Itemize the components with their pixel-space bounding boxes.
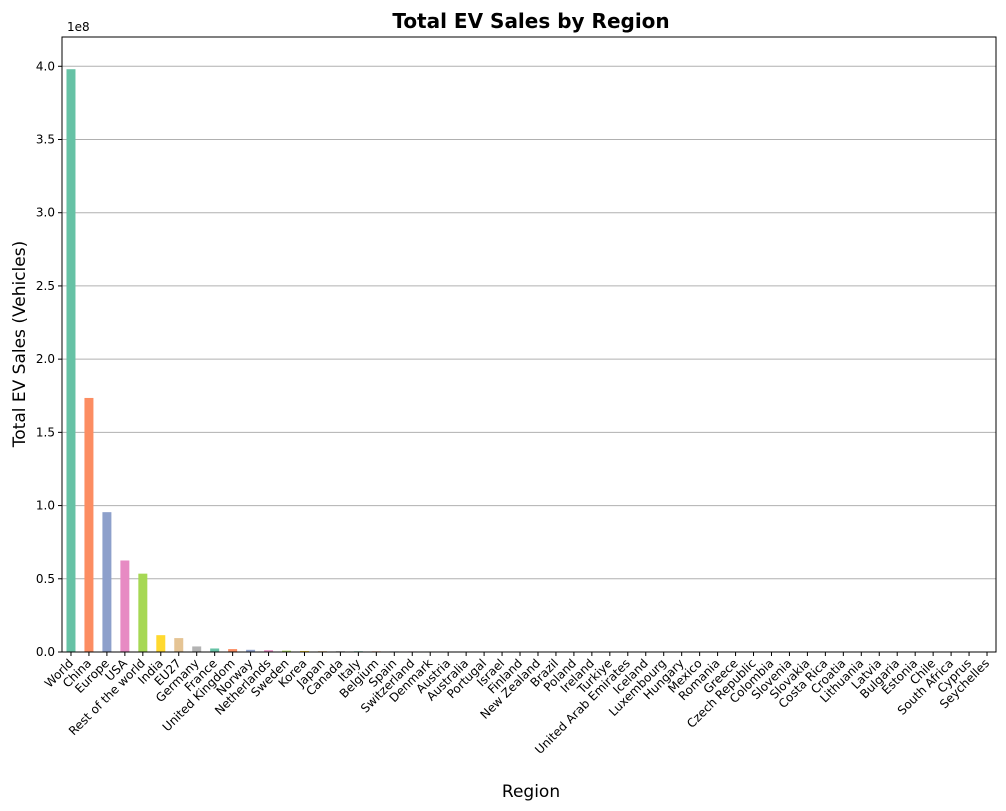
x-axis-label: Region: [502, 782, 560, 802]
plot-frame: [61, 36, 997, 653]
y-tick-label: 1.5: [36, 425, 55, 439]
bar: [120, 560, 130, 652]
y-tick-label: 4.0: [36, 59, 55, 73]
bar: [210, 648, 220, 652]
y-axis-ticks: 0.0 0.5 1.0 1.5 2.0 2.5 3.0 3.5 4.0: [36, 59, 62, 659]
bar: [156, 635, 166, 652]
bars-group: [66, 69, 992, 652]
bar: [84, 397, 94, 652]
y-tick-label: 2.0: [36, 352, 55, 366]
y-tick-label: 0.0: [36, 645, 55, 659]
bar: [299, 650, 309, 652]
y-tick-label: 0.5: [36, 572, 55, 586]
y-tick-label: 3.0: [36, 206, 55, 220]
y-tick-label: 2.5: [36, 279, 55, 293]
y-tick-label: 3.5: [36, 133, 55, 147]
bar: [192, 646, 202, 652]
y-axis-label: Total EV Sales (Vehicles): [10, 241, 30, 448]
bar: [228, 649, 238, 652]
y-tick-label: 1.0: [36, 499, 55, 513]
chart-title: Total EV Sales by Region: [392, 9, 669, 33]
bar: [138, 573, 148, 652]
bar: [282, 650, 292, 652]
y-axis-offset-label: 1e8: [67, 20, 90, 34]
bar: [264, 650, 274, 652]
bar: [246, 649, 256, 652]
bar: [66, 69, 76, 652]
y-gridlines: [62, 65, 996, 653]
bar: [174, 638, 184, 652]
bar: [102, 512, 112, 652]
